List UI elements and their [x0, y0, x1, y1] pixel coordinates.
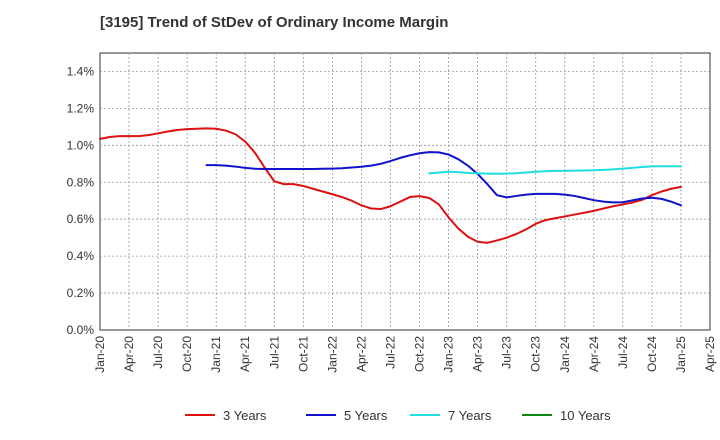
x-tick-label: Jul-21: [267, 336, 281, 369]
grid-layer: [99, 52, 711, 331]
x-tick-label: Apr-22: [354, 336, 368, 372]
x-tick-label: Jan-23: [442, 336, 456, 373]
x-tick-label: Oct-22: [413, 336, 427, 372]
x-tick-label: Oct-20: [180, 336, 194, 372]
series-layer: [99, 127, 682, 244]
x-tick-label: Jan-21: [209, 336, 223, 373]
x-tick-label: Oct-23: [529, 336, 543, 372]
axis-layer: Jan-20 Apr-20 Jul-20 Oct-20 Jan-21 Apr-21 Jul-…: [67, 64, 717, 372]
y-tick-label: 1.4%: [67, 64, 95, 78]
legend-label: 7 Years: [448, 408, 492, 423]
x-tick-label: Jan-24: [558, 336, 572, 373]
series-line-5-years: [205, 151, 682, 207]
legend-label: 5 Years: [344, 408, 388, 423]
plot-area: [99, 52, 711, 331]
series-line-7-years: [428, 165, 682, 175]
y-tick-label: 0.0%: [67, 323, 95, 337]
legend-label: 10 Years: [560, 408, 611, 423]
y-tick-label: 0.4%: [67, 249, 95, 263]
x-tick-label: Jul-24: [616, 336, 630, 369]
y-tick-label: 1.2%: [67, 101, 95, 115]
x-tick-label: Apr-23: [471, 336, 485, 372]
x-tick-label: Oct-21: [296, 336, 310, 372]
y-tick-label: 0.2%: [67, 286, 95, 300]
series-line-3-years: [99, 127, 682, 244]
x-tick-label: Apr-25: [703, 336, 717, 372]
legend: 3 Years 5 Years 7 Years 10 Years: [185, 408, 611, 423]
legend-label: 3 Years: [223, 408, 267, 423]
chart-title: [3195] Trend of StDev of Ordinary Income…: [100, 14, 449, 31]
x-tick-label: Jul-22: [383, 336, 397, 369]
y-tick-label: 1.0%: [67, 138, 95, 152]
x-tick-label: Oct-24: [645, 336, 659, 372]
x-tick-label: Apr-21: [238, 336, 252, 372]
y-tick-label: 0.8%: [67, 175, 95, 189]
x-tick-label: Jul-23: [500, 336, 514, 369]
x-tick-label: Apr-24: [587, 336, 601, 372]
x-tick-label: Jan-25: [674, 336, 688, 373]
x-tick-label: Apr-20: [122, 336, 136, 372]
y-tick-label: 0.6%: [67, 212, 95, 226]
x-tick-label: Jul-20: [151, 336, 165, 369]
x-tick-label: Jan-22: [325, 336, 339, 373]
x-tick-label: Jan-20: [93, 336, 107, 373]
